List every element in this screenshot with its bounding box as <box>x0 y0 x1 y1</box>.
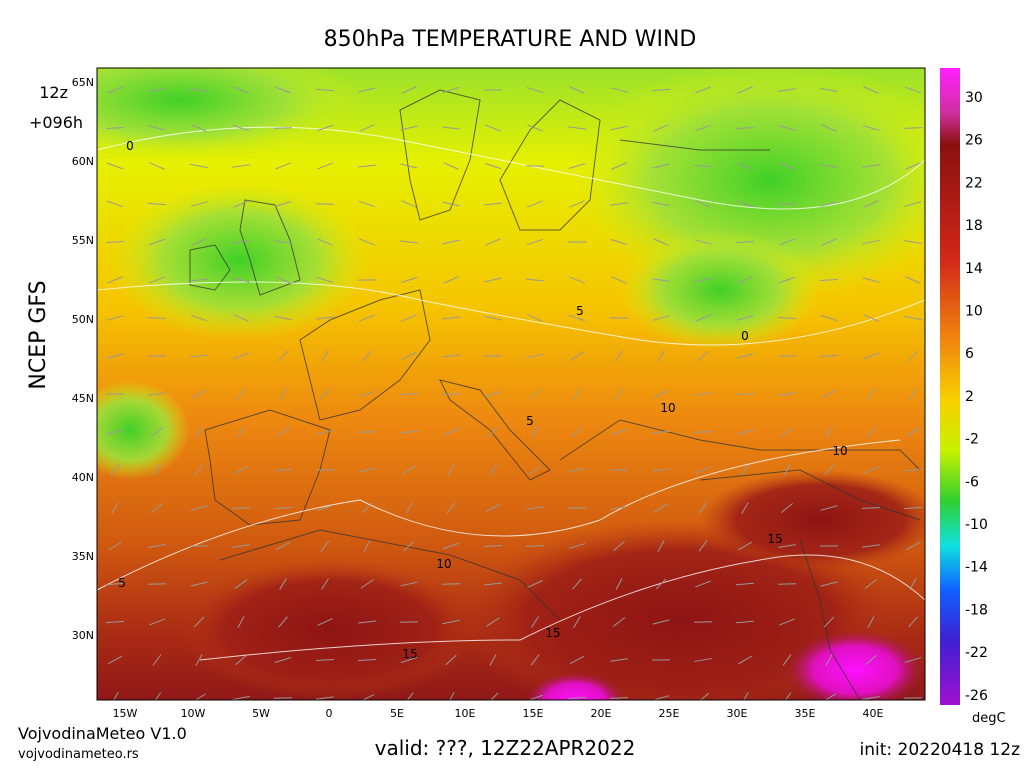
lon-label: 20E <box>591 707 612 720</box>
contour-label: 0 <box>741 329 749 343</box>
lat-label: 40N <box>72 471 94 484</box>
contour-label: 15 <box>545 626 560 640</box>
lon-label: 0 <box>326 707 333 720</box>
lon-label: 5E <box>390 707 404 720</box>
wind-arrow <box>274 128 292 129</box>
title: 850hPa TEMPERATURE AND WIND <box>324 27 697 52</box>
lat-label: 60N <box>72 155 94 168</box>
lon-label: 30E <box>727 707 748 720</box>
wind-arrow <box>694 432 712 433</box>
contour-label: 10 <box>436 557 451 571</box>
colorbar-label: -22 <box>965 645 988 661</box>
lat-label: 55N <box>72 234 94 247</box>
lon-label: 25E <box>659 707 680 720</box>
lon-label: 10E <box>455 707 476 720</box>
lat-label: 50N <box>72 313 94 326</box>
colorbar-label: 18 <box>965 218 983 234</box>
valid-time: valid: ???, 12Z22APR2022 <box>375 736 636 760</box>
colorbar-label: 30 <box>965 90 983 106</box>
colorbar-label: 22 <box>965 175 983 191</box>
lon-label: 15W <box>113 707 138 720</box>
contour-label: 5 <box>576 304 584 318</box>
colorbar-label: -26 <box>965 688 988 704</box>
contour-label: 5 <box>526 414 534 428</box>
lon-label: 5W <box>252 707 270 720</box>
lat-label: 30N <box>72 629 94 642</box>
contour-label: 10 <box>832 444 847 458</box>
lon-label: 35E <box>795 707 816 720</box>
wind-arrow <box>610 318 628 319</box>
site: vojvodinameteo.rs <box>18 747 139 762</box>
wind-arrow <box>148 356 166 357</box>
lon-label: 40E <box>863 707 884 720</box>
wind-arrow <box>778 356 796 357</box>
contour-label: 15 <box>767 532 782 546</box>
lon-label: 10W <box>181 707 206 720</box>
contour-label: 15 <box>402 647 417 661</box>
contour-label: 10 <box>660 401 675 415</box>
colorbar-label: 14 <box>965 261 983 277</box>
colorbar-label: -14 <box>965 560 988 576</box>
colorbar-label: -2 <box>965 432 979 448</box>
lat-label: 35N <box>72 550 94 563</box>
colorbar <box>940 68 960 705</box>
wind-arrow <box>778 584 796 585</box>
init-time: init: 20220418 12z <box>859 740 1020 760</box>
lat-label: 45N <box>72 392 94 405</box>
colorbar-label: 10 <box>965 304 983 320</box>
colorbar-label: -10 <box>965 517 988 533</box>
colorbar-label: 26 <box>965 133 983 149</box>
colorbar-label: 6 <box>965 346 974 362</box>
lead-time: +096h <box>29 113 83 132</box>
lat-label: 65N <box>72 76 94 89</box>
contour-label: 5 <box>118 576 126 590</box>
colorbar-label: -18 <box>965 602 988 618</box>
wind-arrow <box>148 584 166 585</box>
colorbar-label: 2 <box>965 389 974 405</box>
lon-label: 15E <box>523 707 544 720</box>
model-name: NCEP GFS <box>26 280 51 389</box>
run-hour: 12z <box>39 83 68 102</box>
brand: VojvodinaMeteo V1.0 <box>18 724 187 743</box>
colorbar-label: -6 <box>965 474 979 490</box>
map <box>0 40 970 728</box>
contour-label: 0 <box>126 139 134 153</box>
wind-arrow <box>694 622 712 623</box>
wind-arrow <box>610 470 628 471</box>
colorbar-unit: degC <box>972 711 1006 726</box>
